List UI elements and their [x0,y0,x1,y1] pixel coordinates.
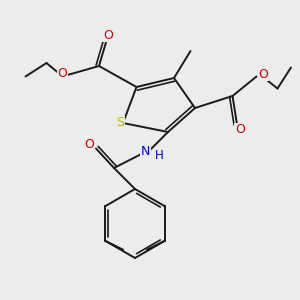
Text: H: H [154,149,164,163]
Text: O: O [103,28,113,42]
Text: N: N [141,145,150,158]
Text: O: O [85,138,94,152]
Text: O: O [57,67,67,80]
Text: O: O [258,68,268,81]
Text: O: O [235,123,245,136]
Text: S: S [116,116,124,130]
